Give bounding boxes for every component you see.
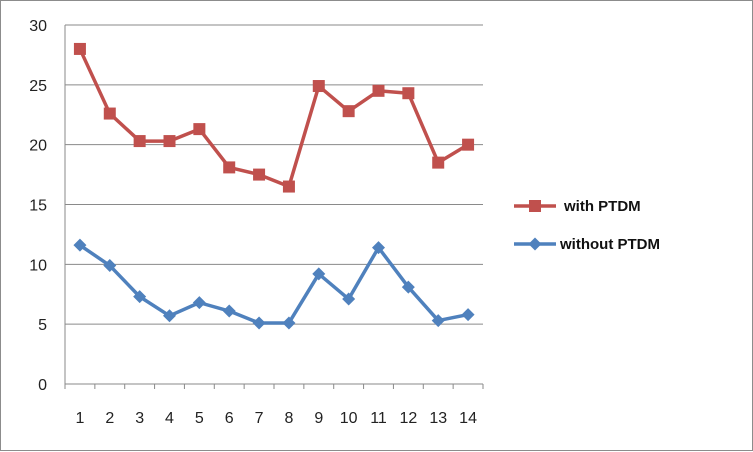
data-point-without-ptdm — [372, 241, 385, 255]
x-tick-label: 4 — [165, 410, 174, 427]
x-tick-label: 8 — [284, 410, 293, 427]
data-point-without-ptdm — [461, 308, 475, 322]
data-point-without-ptdm — [192, 296, 206, 310]
x-tick-label: 5 — [195, 410, 204, 427]
data-point-without-ptdm — [103, 259, 117, 273]
data-point-with-ptdm — [312, 80, 325, 93]
legend-label-without-ptdm: without PTDM — [559, 236, 660, 253]
legend-label-with-ptdm: with PTDM — [563, 198, 641, 215]
data-point-without-ptdm — [431, 314, 445, 328]
data-point-with-ptdm — [432, 156, 445, 169]
data-point-with-ptdm — [372, 84, 385, 97]
x-tick-label: 9 — [314, 410, 323, 427]
data-point-with-ptdm — [133, 135, 146, 148]
data-point-without-ptdm — [401, 280, 415, 294]
x-tick-label: 7 — [255, 410, 264, 427]
y-tick-label: 0 — [38, 377, 47, 394]
data-point-without-ptdm — [252, 316, 266, 330]
data-point-with-ptdm — [193, 123, 206, 136]
y-tick-label: 25 — [29, 78, 47, 95]
data-point-with-ptdm — [73, 42, 86, 55]
data-point-with-ptdm — [342, 105, 355, 118]
data-point-without-ptdm — [342, 292, 356, 306]
data-point-without-ptdm — [133, 290, 147, 304]
x-tick-label: 6 — [225, 410, 234, 427]
data-point-with-ptdm — [163, 135, 176, 148]
y-tick-label: 20 — [29, 138, 47, 155]
data-point-without-ptdm — [163, 309, 176, 323]
legend-marker-without-ptdm — [528, 237, 542, 251]
data-point-without-ptdm — [312, 267, 326, 281]
data-point-with-ptdm — [253, 168, 266, 181]
data-point-with-ptdm — [103, 107, 116, 120]
x-tick-label: 2 — [105, 410, 114, 427]
series-line-without-ptdm — [78, 243, 469, 325]
x-tick-label: 1 — [75, 410, 84, 427]
series-line-with-ptdm — [78, 48, 469, 189]
x-tick-label: 3 — [135, 410, 144, 427]
y-tick-label: 30 — [29, 18, 47, 35]
x-tick-label: 14 — [459, 410, 477, 427]
y-tick-label: 10 — [29, 257, 47, 274]
x-tick-label: 12 — [399, 410, 417, 427]
y-tick-label: 5 — [38, 317, 47, 334]
data-point-with-ptdm — [462, 138, 475, 151]
x-tick-label: 11 — [370, 410, 387, 427]
x-tick-label: 13 — [429, 410, 447, 427]
data-point-without-ptdm — [222, 304, 236, 318]
x-tick-label: 10 — [340, 410, 358, 427]
data-point-without-ptdm — [73, 238, 87, 252]
data-point-with-ptdm — [223, 161, 236, 174]
legend-marker-with-ptdm — [529, 200, 541, 212]
data-point-without-ptdm — [282, 316, 296, 330]
y-tick-label: 15 — [29, 198, 47, 215]
data-point-with-ptdm — [402, 87, 415, 100]
data-point-with-ptdm — [282, 180, 295, 193]
